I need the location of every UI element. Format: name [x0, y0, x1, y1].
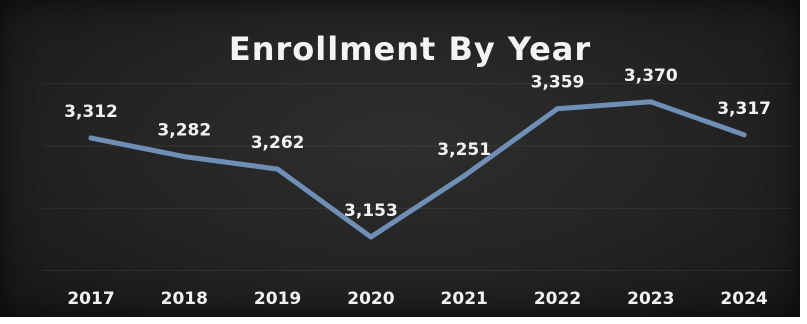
- x-tick-label: 2020: [347, 289, 394, 309]
- data-point: [275, 166, 281, 172]
- data-point: [181, 154, 187, 160]
- data-label: 3,370: [624, 66, 678, 86]
- x-tick-label: 2018: [161, 289, 208, 309]
- chart-title: Enrollment By Year: [228, 30, 592, 68]
- data-label: 3,359: [531, 73, 585, 93]
- x-tick-label: 2021: [441, 289, 488, 309]
- x-tick-label: 2019: [254, 289, 301, 309]
- x-tick-label: 2017: [67, 289, 114, 309]
- x-tick-label: 2023: [627, 289, 674, 309]
- data-label: 3,317: [717, 99, 771, 119]
- data-point: [368, 234, 374, 240]
- x-tick-label: 2024: [720, 289, 767, 309]
- x-tick-label: 2022: [534, 289, 581, 309]
- data-point: [741, 132, 747, 138]
- data-label: 3,282: [157, 121, 211, 141]
- chart-slide: Enrollment By Year 3,312 3,282 3,262 3,153 3…: [0, 0, 800, 317]
- series-line: [88, 99, 747, 240]
- data-point: [648, 99, 654, 105]
- data-point: [88, 135, 94, 141]
- data-point: [461, 173, 467, 179]
- data-label: 3,251: [437, 140, 491, 160]
- line-chart: 3,312 3,282 3,262 3,153 3,251 3,359 3,370 3,317…: [64, 65, 771, 309]
- data-point: [555, 106, 560, 112]
- data-label: 3,312: [64, 102, 118, 122]
- data-label: 3,153: [344, 201, 398, 221]
- data-label: 3,262: [251, 133, 305, 153]
